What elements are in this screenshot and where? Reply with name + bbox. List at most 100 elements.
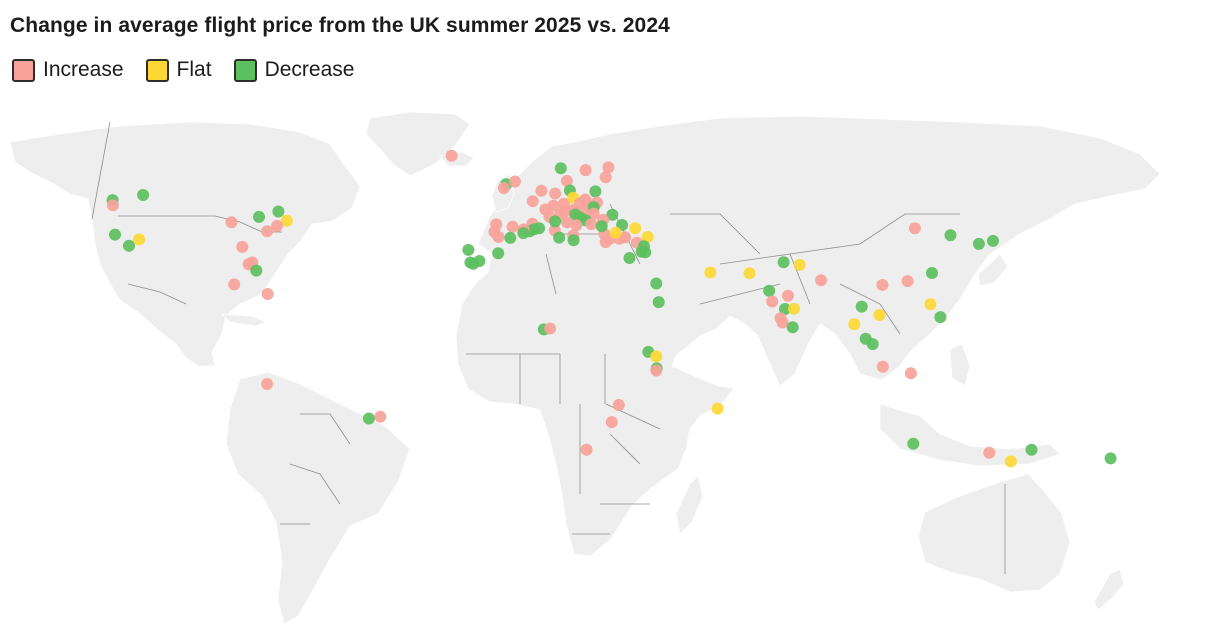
destination-marker-increase[interactable] [549,187,562,200]
destination-marker-increase[interactable] [261,225,274,238]
destination-marker-decrease[interactable] [462,243,475,256]
destination-marker-increase[interactable] [579,164,592,177]
destination-marker-flat[interactable] [609,226,622,239]
destination-marker-increase[interactable] [904,367,917,380]
destination-marker-decrease[interactable] [972,237,985,250]
destination-marker-flat[interactable] [788,302,800,315]
destination-marker-flat[interactable] [711,402,724,415]
destination-marker-flat[interactable] [1004,455,1017,468]
destination-marker-increase[interactable] [876,279,889,291]
destination-marker-increase[interactable] [374,410,387,423]
destination-marker-decrease[interactable] [652,296,665,309]
destination-marker-increase[interactable] [506,220,519,233]
destination-marker-increase[interactable] [766,295,779,308]
destination-marker-decrease[interactable] [504,231,517,244]
destination-marker-increase[interactable] [612,399,625,411]
destination-marker-increase[interactable] [599,171,612,184]
destination-marker-flat[interactable] [641,231,654,243]
destination-marker-decrease[interactable] [533,222,546,235]
destination-marker-flat[interactable] [133,233,146,246]
destination-marker-increase[interactable] [908,222,921,235]
destination-marker-flat[interactable] [280,214,293,227]
destination-marker-decrease[interactable] [595,220,608,233]
destination-marker-decrease[interactable] [549,215,562,228]
destination-marker-decrease[interactable] [786,321,799,334]
destination-marker-decrease[interactable] [253,210,265,223]
destination-marker-decrease[interactable] [473,255,486,267]
destination-marker-increase[interactable] [579,193,592,206]
destination-marker-decrease[interactable] [123,239,135,252]
destination-marker-decrease[interactable] [464,256,477,269]
destination-marker-increase[interactable] [547,199,560,212]
destination-marker-increase[interactable] [271,219,284,232]
destination-marker-decrease[interactable] [567,234,580,247]
destination-marker-increase[interactable] [815,274,828,287]
destination-marker-increase[interactable] [535,184,548,197]
destination-marker-increase[interactable] [509,175,521,188]
destination-marker-decrease[interactable] [866,338,879,351]
destination-marker-decrease[interactable] [137,189,150,201]
destination-marker-increase[interactable] [544,322,557,335]
destination-marker-increase[interactable] [602,161,615,174]
destination-marker-increase[interactable] [605,416,618,429]
destination-marker-decrease[interactable] [589,185,602,198]
legend-item-increase: Increase [12,58,124,82]
destination-marker-flat[interactable] [924,298,937,311]
destination-marker-increase[interactable] [236,240,249,253]
destination-marker-increase[interactable] [225,216,238,229]
land-north-america [9,121,361,367]
world-map [9,111,1161,625]
destination-marker-decrease[interactable] [987,234,999,247]
destination-marker-flat[interactable] [650,350,663,363]
destination-marker-increase[interactable] [776,316,789,329]
destination-marker-increase[interactable] [261,288,274,300]
destination-marker-decrease[interactable] [517,227,530,240]
destination-marker-increase[interactable] [261,378,274,390]
destination-marker-decrease[interactable] [606,208,619,221]
destination-marker-decrease[interactable] [250,264,263,277]
destination-marker-increase[interactable] [560,174,573,187]
destination-marker-decrease[interactable] [777,256,790,269]
destination-marker-decrease[interactable] [623,252,636,264]
destination-marker-increase[interactable] [526,195,539,208]
destination-marker-decrease[interactable] [1104,452,1117,465]
destination-marker-decrease[interactable] [934,311,947,324]
destination-marker-flat[interactable] [848,318,861,331]
destination-marker-decrease[interactable] [109,228,121,241]
destination-marker-decrease[interactable] [763,284,776,297]
destination-marker-decrease[interactable] [1025,443,1038,456]
destination-marker-increase[interactable] [585,218,598,231]
destination-marker-flat[interactable] [793,258,806,271]
destination-marker-decrease[interactable] [362,412,375,425]
destination-marker-increase[interactable] [106,199,119,212]
destination-marker-decrease[interactable] [554,162,567,175]
destination-marker-increase[interactable] [228,278,241,291]
destination-marker-increase[interactable] [599,236,612,249]
destination-marker-decrease[interactable] [272,205,285,218]
destination-marker-increase[interactable] [560,216,573,229]
destination-marker-increase[interactable] [876,360,889,373]
destination-marker-flat[interactable] [873,309,886,321]
destination-marker-flat[interactable] [743,267,756,280]
destination-marker-decrease[interactable] [779,303,791,315]
destination-marker-increase[interactable] [492,231,505,243]
destination-marker-decrease[interactable] [855,300,868,313]
destination-marker-decrease[interactable] [944,229,957,242]
destination-marker-increase[interactable] [983,446,996,459]
destination-marker-flat[interactable] [629,222,642,235]
destination-marker-decrease[interactable] [553,231,566,244]
destination-marker-increase[interactable] [580,443,593,456]
destination-marker-increase[interactable] [619,231,632,244]
destination-marker-decrease[interactable] [650,277,663,290]
destination-marker-decrease[interactable] [907,437,920,450]
destination-marker-increase[interactable] [445,149,458,162]
destination-marker-flat[interactable] [704,266,717,279]
destination-marker-increase[interactable] [782,289,794,302]
destination-marker-decrease[interactable] [635,245,648,258]
destination-marker-increase[interactable] [497,182,510,195]
destination-marker-increase[interactable] [901,275,914,288]
destination-marker-increase[interactable] [570,219,583,232]
destination-marker-decrease[interactable] [492,247,505,260]
destination-marker-decrease[interactable] [926,267,938,279]
destination-marker-increase[interactable] [650,364,663,377]
